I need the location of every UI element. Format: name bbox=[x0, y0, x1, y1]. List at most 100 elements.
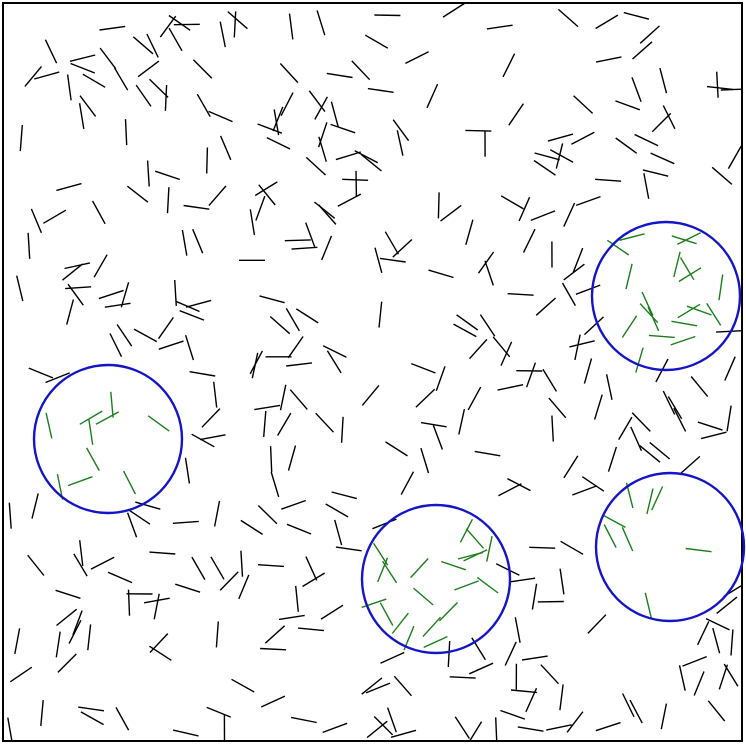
segment-outside bbox=[82, 73, 106, 88]
segment-outside bbox=[465, 219, 474, 245]
segment-outside bbox=[435, 366, 446, 392]
segment-inside bbox=[606, 239, 630, 256]
segment-outside bbox=[521, 655, 548, 661]
segment-outside bbox=[166, 187, 170, 214]
segment-outside bbox=[8, 502, 12, 529]
segment-outside bbox=[707, 700, 726, 722]
segment-outside bbox=[213, 381, 218, 408]
segment-outside bbox=[107, 571, 133, 584]
segment-outside bbox=[629, 699, 643, 724]
segment-outside bbox=[555, 143, 564, 169]
segment-outside bbox=[78, 103, 85, 130]
segment-outside bbox=[288, 13, 294, 40]
segment-outside bbox=[91, 200, 106, 225]
segment-outside bbox=[595, 721, 621, 732]
segment-outside bbox=[364, 34, 389, 49]
segment-inside bbox=[646, 488, 654, 515]
segment-outside bbox=[634, 133, 659, 147]
segment-outside bbox=[295, 585, 299, 612]
segment-outside bbox=[504, 641, 517, 666]
segment-inside bbox=[381, 560, 398, 584]
segment-outside bbox=[135, 84, 152, 107]
segment-outside bbox=[172, 520, 199, 524]
segment-outside bbox=[321, 235, 333, 261]
segment-outside bbox=[208, 110, 233, 123]
segment-inside bbox=[110, 391, 114, 418]
segment-outside bbox=[31, 493, 39, 519]
segment-outside bbox=[465, 129, 492, 132]
segment-outside bbox=[378, 301, 383, 328]
segment-outside bbox=[542, 368, 557, 392]
segment-outside bbox=[498, 483, 522, 497]
segment-outside bbox=[287, 445, 297, 471]
segment-outside bbox=[286, 523, 312, 535]
segment-outside bbox=[69, 54, 96, 62]
segment-outside bbox=[295, 308, 319, 324]
segment-outside bbox=[16, 275, 24, 302]
segment-outside bbox=[467, 386, 482, 411]
segment-outside bbox=[659, 67, 668, 94]
segment-outside bbox=[587, 614, 607, 634]
segment-outside bbox=[132, 36, 154, 55]
segment-outside bbox=[615, 137, 638, 154]
segment-outside bbox=[547, 133, 574, 142]
segment-outside bbox=[255, 195, 266, 221]
segment-outside bbox=[7, 717, 13, 742]
segment-inside bbox=[423, 635, 448, 649]
segment-outside bbox=[196, 93, 211, 118]
segment-inside bbox=[671, 235, 697, 245]
segment-outside bbox=[254, 181, 278, 197]
segment-outside bbox=[73, 553, 88, 577]
segment-outside bbox=[411, 362, 436, 374]
segment-outside bbox=[468, 338, 488, 360]
segment-outside bbox=[500, 341, 513, 366]
segment-outside bbox=[571, 131, 595, 145]
segment-outside bbox=[334, 519, 343, 546]
segment-outside bbox=[128, 509, 151, 525]
segment-outside bbox=[315, 412, 335, 433]
segment-outside bbox=[405, 51, 429, 65]
region-circle-2 bbox=[590, 220, 742, 372]
segment-outside bbox=[55, 631, 61, 658]
segment-inside bbox=[147, 415, 170, 432]
segment-outside bbox=[432, 424, 444, 450]
segment-outside bbox=[302, 572, 326, 588]
segment-outside bbox=[189, 371, 216, 377]
segment-outside bbox=[583, 358, 593, 384]
segments-outside-group bbox=[7, 2, 743, 742]
segment-outside bbox=[428, 269, 454, 279]
segment-outside bbox=[238, 574, 250, 600]
segment-outside bbox=[569, 340, 595, 348]
segment-outside bbox=[632, 41, 653, 60]
segment-outside bbox=[116, 324, 133, 347]
segment-inside bbox=[422, 616, 442, 637]
segment-outside bbox=[44, 39, 58, 64]
segment-outside bbox=[607, 446, 618, 472]
segment-inside bbox=[670, 335, 696, 346]
segment-outside bbox=[326, 350, 342, 374]
segment-outside bbox=[284, 239, 311, 242]
segment-outside bbox=[168, 27, 183, 52]
segment-outside bbox=[621, 693, 635, 718]
segment-outside bbox=[575, 284, 601, 295]
segment-outside bbox=[360, 154, 382, 172]
segment-inside bbox=[641, 291, 654, 316]
segment-outside bbox=[269, 315, 291, 335]
segment-outside bbox=[415, 388, 436, 408]
segment-outside bbox=[143, 597, 170, 604]
segment-outside bbox=[679, 455, 701, 475]
segment-outside bbox=[365, 682, 391, 694]
segment-outside bbox=[559, 684, 564, 711]
segment-outside bbox=[495, 717, 498, 742]
segment-outside bbox=[263, 410, 267, 437]
segment-outside bbox=[279, 384, 287, 411]
segment-outside bbox=[325, 503, 349, 518]
segment-outside bbox=[605, 374, 613, 400]
segment-outside bbox=[184, 334, 195, 361]
segment-outside bbox=[149, 78, 169, 98]
segment-outside bbox=[320, 604, 344, 620]
circles-group bbox=[32, 220, 746, 655]
segment-outside bbox=[78, 706, 105, 712]
segment-outside bbox=[507, 293, 534, 296]
